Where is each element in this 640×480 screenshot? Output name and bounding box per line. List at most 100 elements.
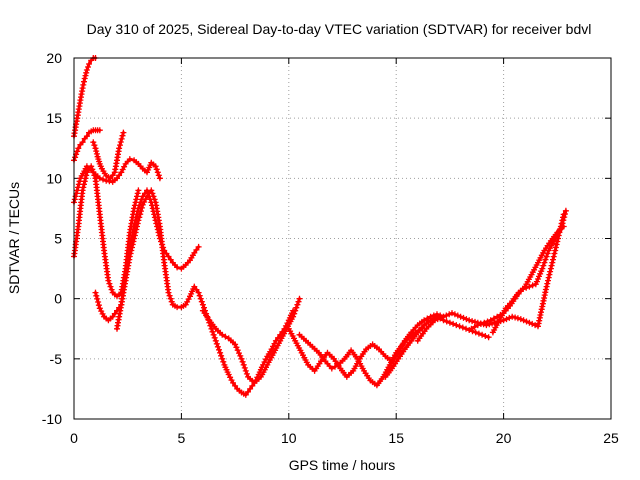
x-tick-labels: 0 5 10 15 20 25: [70, 430, 619, 446]
data-point: [117, 142, 123, 149]
data-point: [538, 309, 544, 316]
data-point: [119, 132, 126, 139]
data-point: [74, 187, 81, 194]
data-point: [81, 181, 87, 188]
data-point: [72, 154, 79, 161]
data-point: [196, 292, 203, 299]
data-point: [484, 318, 491, 325]
data-point: [93, 150, 100, 157]
data-point: [126, 253, 133, 260]
series-arc-h: [199, 295, 303, 386]
data-point: [83, 69, 90, 76]
data-point: [532, 322, 539, 329]
data-point: [81, 75, 88, 82]
data-point: [543, 283, 550, 290]
data-point: [241, 364, 248, 371]
data-point: [560, 223, 567, 230]
data-point: [541, 259, 548, 266]
data-point: [96, 175, 103, 182]
data-point: [509, 313, 516, 320]
data-point: [233, 344, 240, 351]
data-point: [80, 184, 87, 191]
data-point: [130, 238, 137, 245]
data-point: [107, 283, 114, 290]
data-point: [81, 178, 88, 185]
data-point: [153, 166, 160, 173]
data-point: [100, 176, 106, 183]
data-point: [294, 301, 301, 308]
data-point: [156, 175, 163, 182]
data-point: [456, 323, 463, 330]
data-point: [551, 250, 558, 257]
data-point: [94, 295, 101, 302]
data-point: [116, 145, 123, 152]
data-point: [134, 223, 140, 230]
data-point: [539, 265, 546, 272]
grid-lines: [74, 58, 611, 419]
data-point: [290, 313, 297, 320]
data-point: [76, 178, 83, 185]
data-series: [71, 55, 569, 398]
data-point: [437, 314, 444, 321]
data-point: [93, 292, 100, 299]
data-point: [237, 352, 244, 359]
data-point: [95, 299, 102, 305]
data-point: [559, 220, 566, 227]
data-point: [489, 320, 496, 327]
y-tick-label: -5: [50, 351, 63, 367]
data-point: [520, 317, 527, 324]
data-point: [118, 135, 125, 142]
data-point: [127, 250, 134, 257]
data-point: [328, 365, 335, 372]
data-point: [562, 211, 568, 217]
data-point: [547, 265, 554, 272]
data-point: [79, 139, 86, 146]
data-point: [523, 318, 530, 325]
data-point: [453, 322, 460, 329]
x-tick-label: 15: [388, 430, 404, 446]
data-point: [482, 333, 489, 339]
data-point: [296, 295, 303, 302]
data-point: [440, 313, 447, 320]
data-point: [292, 307, 299, 314]
data-point: [198, 298, 205, 305]
data-point: [90, 139, 97, 146]
data-point: [220, 358, 227, 365]
series-arc-a: [71, 55, 99, 140]
data-point: [293, 304, 300, 311]
data-point: [431, 317, 438, 324]
data-point: [487, 317, 494, 324]
data-point: [136, 214, 143, 221]
chart-title: Day 310 of 2025, Sidereal Day-to-day VTE…: [87, 21, 592, 37]
data-point: [212, 337, 219, 344]
series-arc-m: [468, 207, 569, 332]
data-point: [219, 331, 226, 338]
data-point: [214, 343, 221, 350]
data-point: [548, 262, 555, 269]
data-point: [463, 316, 470, 323]
data-point: [242, 367, 249, 374]
data-point: [540, 262, 547, 269]
data-point: [232, 341, 239, 348]
data-point: [478, 320, 484, 327]
data-point: [560, 217, 567, 224]
data-point: [218, 352, 225, 359]
data-point: [137, 211, 144, 218]
data-point: [105, 277, 112, 284]
data-point: [92, 289, 99, 296]
data-point: [475, 330, 482, 337]
data-point: [148, 187, 155, 194]
data-point: [234, 347, 241, 354]
data-point: [138, 204, 145, 211]
data-point: [155, 172, 162, 179]
series-arc-n: [489, 223, 567, 336]
data-point: [542, 286, 549, 293]
series-arc-e: [90, 129, 127, 182]
data-point: [134, 190, 141, 197]
data-point: [131, 235, 138, 242]
data-point: [138, 208, 144, 215]
x-tick-label: 5: [178, 430, 186, 446]
data-point: [542, 256, 549, 263]
data-point: [424, 315, 431, 322]
data-point: [479, 331, 486, 338]
